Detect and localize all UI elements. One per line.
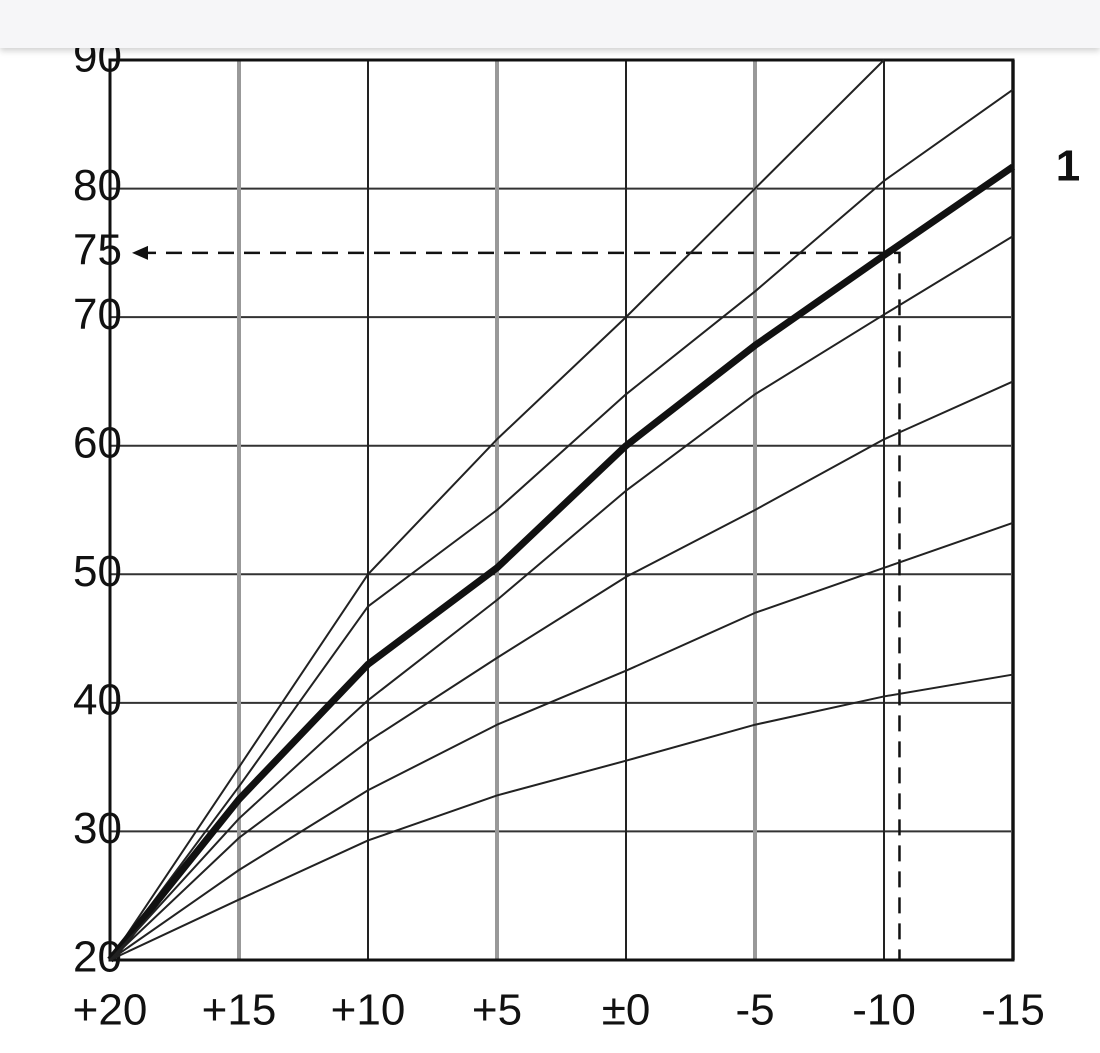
y-tick-label: 50 xyxy=(73,547,122,596)
top-bar xyxy=(0,0,1100,48)
curve xyxy=(109,235,1014,961)
x-tick-label: +5 xyxy=(472,986,522,1035)
y-tick-label: 60 xyxy=(73,418,122,467)
y-tick-label: 80 xyxy=(73,161,122,210)
curve xyxy=(109,380,1014,961)
curve xyxy=(109,673,1014,961)
y-tick-label: 30 xyxy=(73,804,122,853)
x-tick-label: ±0 xyxy=(602,986,651,1035)
curve xyxy=(109,59,885,961)
y-tick-label: 40 xyxy=(73,675,122,724)
curve xyxy=(109,88,1014,961)
x-tick-label: +10 xyxy=(331,986,406,1035)
y-tick-label: 70 xyxy=(73,290,122,339)
guide-line xyxy=(140,251,901,960)
x-tick-label: -5 xyxy=(735,986,774,1035)
plot-frame xyxy=(108,58,1015,962)
guide-arrow xyxy=(132,245,148,260)
guide-label: 75 xyxy=(73,225,122,274)
curve xyxy=(107,163,1015,963)
x-tick-label: +20 xyxy=(73,986,148,1035)
x-tick-label: -10 xyxy=(852,986,916,1035)
x-tick-label: +15 xyxy=(202,986,277,1035)
curve xyxy=(109,521,1014,961)
x-tick-label: -15 xyxy=(981,986,1045,1035)
curve-label: 1 xyxy=(1056,141,1080,190)
